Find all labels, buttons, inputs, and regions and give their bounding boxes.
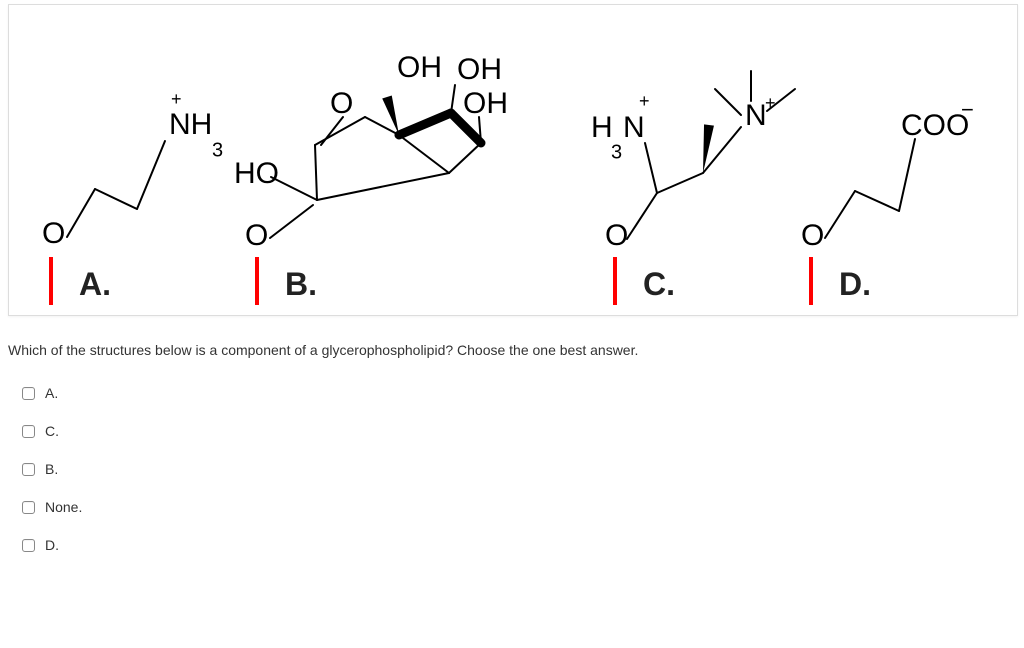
svg-text:O: O	[245, 219, 268, 252]
svg-text:C.: C.	[643, 266, 675, 302]
question-text: Which of the structures below is a compo…	[8, 340, 1016, 361]
chemistry-svg: NH3+OA.OOHOOHOHOHB.OH3N+N+C.OCOO−D.	[9, 5, 1017, 315]
svg-text:+: +	[765, 93, 776, 113]
svg-text:O: O	[42, 217, 65, 250]
option-label: D.	[45, 537, 59, 553]
svg-text:3: 3	[212, 140, 223, 162]
checkbox-a[interactable]	[22, 387, 35, 400]
option-d[interactable]: D.	[22, 537, 1016, 553]
svg-text:+: +	[639, 91, 650, 111]
answer-options: A. C. B. None. D.	[8, 385, 1016, 553]
svg-text:COO: COO	[901, 109, 969, 142]
svg-text:O: O	[330, 87, 353, 120]
checkbox-b[interactable]	[22, 463, 35, 476]
svg-text:N: N	[623, 111, 645, 144]
svg-text:OH: OH	[457, 53, 502, 86]
svg-text:NH: NH	[169, 108, 212, 141]
svg-text:O: O	[801, 219, 824, 252]
svg-text:3: 3	[611, 142, 622, 164]
checkbox-d[interactable]	[22, 539, 35, 552]
option-label: A.	[45, 385, 58, 401]
svg-text:OH: OH	[397, 51, 442, 84]
question-figure: NH3+OA.OOHOOHOHOHB.OH3N+N+C.OCOO−D.	[8, 4, 1018, 316]
svg-text:H: H	[591, 111, 613, 144]
option-none[interactable]: None.	[22, 499, 1016, 515]
svg-text:+: +	[171, 89, 182, 109]
svg-text:N: N	[745, 99, 767, 132]
option-c[interactable]: C.	[22, 423, 1016, 439]
option-b[interactable]: B.	[22, 461, 1016, 477]
svg-text:A.: A.	[79, 266, 111, 302]
option-label: C.	[45, 423, 59, 439]
checkbox-c[interactable]	[22, 425, 35, 438]
svg-text:HO: HO	[234, 157, 279, 190]
svg-text:B.: B.	[285, 266, 317, 302]
checkbox-none[interactable]	[22, 501, 35, 514]
option-label: None.	[45, 499, 82, 515]
svg-text:D.: D.	[839, 266, 871, 302]
option-label: B.	[45, 461, 58, 477]
svg-text:OH: OH	[463, 87, 508, 120]
svg-text:O: O	[605, 219, 628, 252]
option-a[interactable]: A.	[22, 385, 1016, 401]
svg-text:−: −	[961, 97, 974, 122]
